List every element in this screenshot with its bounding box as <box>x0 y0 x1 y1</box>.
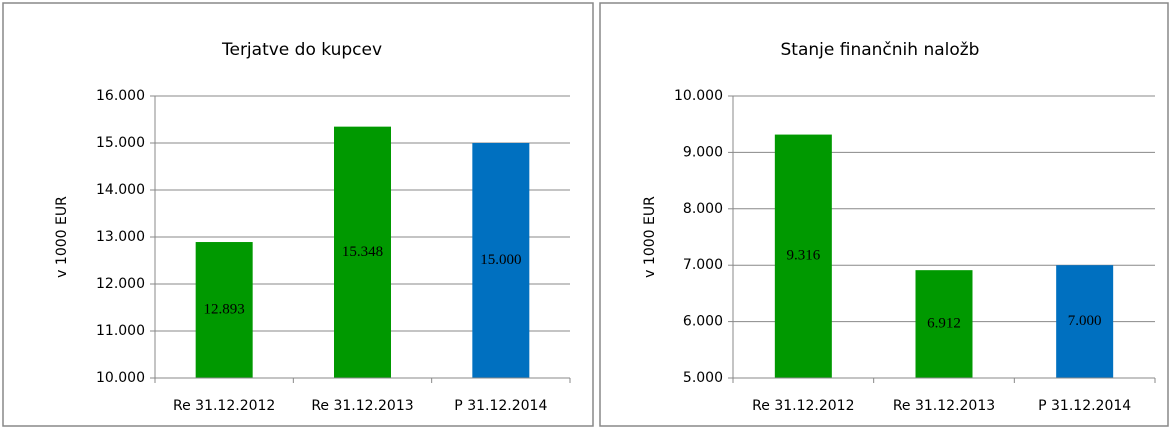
y-tick-label: 13.000 <box>96 229 145 245</box>
y-tick-label: 6.000 <box>683 314 723 330</box>
value-label: 15.348 <box>342 244 383 260</box>
chart-title: Stanje finančnih naložb <box>781 40 980 60</box>
value-label: 15.000 <box>480 252 521 268</box>
y-tick-label: 15.000 <box>96 135 145 151</box>
x-tick-label: P 31.12.2014 <box>454 398 547 414</box>
y-tick-label: 9.000 <box>683 144 723 160</box>
bar <box>195 242 253 378</box>
y-tick-label: 8.000 <box>683 201 723 217</box>
x-tick-label: Re 31.12.2012 <box>173 398 275 414</box>
y-tick-label: 7.000 <box>683 257 723 273</box>
value-label: 12.893 <box>204 301 245 317</box>
panel-border <box>2 2 594 427</box>
y-tick-label: 10.000 <box>96 370 145 386</box>
y-tick-label: 11.000 <box>96 323 145 339</box>
bar <box>334 126 391 378</box>
bar <box>774 134 832 378</box>
x-tick-label: Re 31.12.2013 <box>311 398 413 414</box>
y-tick-label: 5.000 <box>683 370 723 386</box>
y-tick-label: 16.000 <box>96 88 145 104</box>
y-axis-label: v 1000 EUR <box>54 196 70 278</box>
bar <box>472 143 530 378</box>
bar <box>1056 265 1114 378</box>
x-tick-label: Re 31.12.2013 <box>893 398 995 414</box>
bar <box>915 270 973 378</box>
value-label: 6.912 <box>927 316 961 332</box>
panel-border <box>599 2 1169 427</box>
x-tick-label: P 31.12.2014 <box>1038 398 1131 414</box>
y-tick-label: 10.000 <box>674 88 723 104</box>
x-tick-label: Re 31.12.2012 <box>752 398 854 414</box>
y-tick-label: 14.000 <box>96 182 145 198</box>
value-label: 9.316 <box>786 248 820 264</box>
value-label: 7.000 <box>1068 313 1102 329</box>
y-axis-label: v 1000 EUR <box>642 196 658 278</box>
y-tick-label: 12.000 <box>96 276 145 292</box>
chart-title: Terjatve do kupcev <box>221 40 382 60</box>
